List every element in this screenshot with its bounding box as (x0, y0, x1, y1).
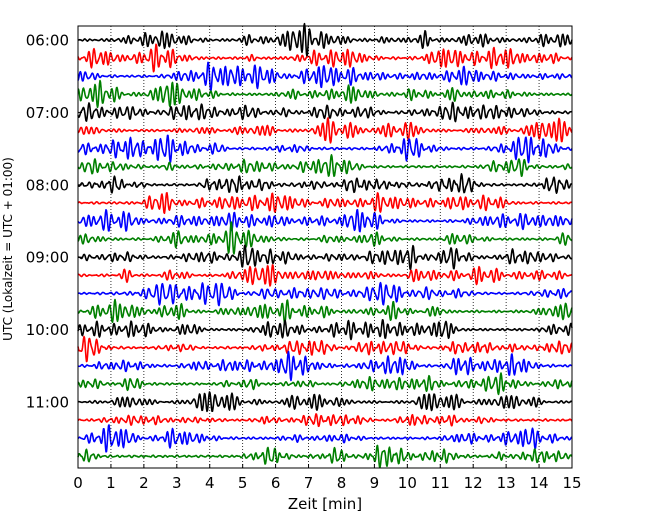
trace-group (77, 22, 573, 469)
trace-0745 (77, 154, 573, 178)
y-tick-label-0700: 07:00 (26, 104, 69, 122)
x-tick-label-14: 14 (530, 474, 549, 492)
x-tick-label-0: 0 (73, 474, 83, 492)
y-tick-label-0800: 08:00 (26, 176, 69, 194)
x-axis: 0 1 2 3 4 5 6 7 8 9 10 11 12 13 14 15 (73, 464, 582, 492)
trace-1030 (77, 350, 573, 382)
trace-0830 (77, 208, 573, 233)
trace-1130 (77, 424, 573, 453)
trace-0600 (77, 22, 573, 58)
trace-1045 (77, 372, 573, 396)
y-axis-label: UTC (Lokalzeit = UTC + 01:00) (1, 157, 15, 341)
x-tick-label-3: 3 (172, 474, 182, 492)
x-tick-label-13: 13 (497, 474, 516, 492)
y-tick-label-0600: 06:00 (26, 32, 69, 50)
y-axis: 06:00 07:00 08:00 09:00 10:00 11:00 (26, 32, 82, 412)
x-tick-label-10: 10 (398, 474, 417, 492)
trace-1015 (77, 335, 573, 363)
x-tick-label-8: 8 (337, 474, 347, 492)
trace-0915 (77, 264, 573, 287)
trace-1145 (77, 444, 573, 469)
trace-0615 (77, 43, 573, 73)
x-tick-label-15: 15 (562, 474, 581, 492)
plot-frame (77, 25, 573, 469)
x-tick-label-6: 6 (271, 474, 281, 492)
trace-0715 (77, 117, 573, 144)
x-tick-label-11: 11 (431, 474, 450, 492)
x-tick-label-7: 7 (304, 474, 314, 492)
y-tick-label-1100: 11:00 (26, 394, 69, 412)
trace-0645 (77, 79, 573, 109)
x-tick-label-4: 4 (205, 474, 215, 492)
trace-0700 (77, 101, 573, 123)
trace-1100 (77, 391, 573, 413)
x-tick-label-2: 2 (139, 474, 149, 492)
y-tick-label-1000: 10:00 (26, 321, 69, 339)
trace-0900 (77, 244, 573, 271)
trace-0930 (77, 281, 573, 307)
trace-1115 (77, 413, 573, 428)
x-tick-label-5: 5 (238, 474, 248, 492)
trace-0800 (77, 173, 573, 194)
trace-0815 (77, 192, 573, 215)
trace-0730 (77, 134, 573, 164)
x-axis-label: Zeit [min] (288, 495, 362, 513)
x-tick-label-12: 12 (464, 474, 483, 492)
y-tick-label-0900: 09:00 (26, 249, 69, 267)
trace-1000 (77, 319, 573, 341)
x-tick-label-9: 9 (370, 474, 380, 492)
trace-0845 (77, 221, 573, 255)
trace-0945 (77, 298, 573, 324)
trace-0630 (77, 61, 573, 92)
x-tick-label-1: 1 (106, 474, 116, 492)
